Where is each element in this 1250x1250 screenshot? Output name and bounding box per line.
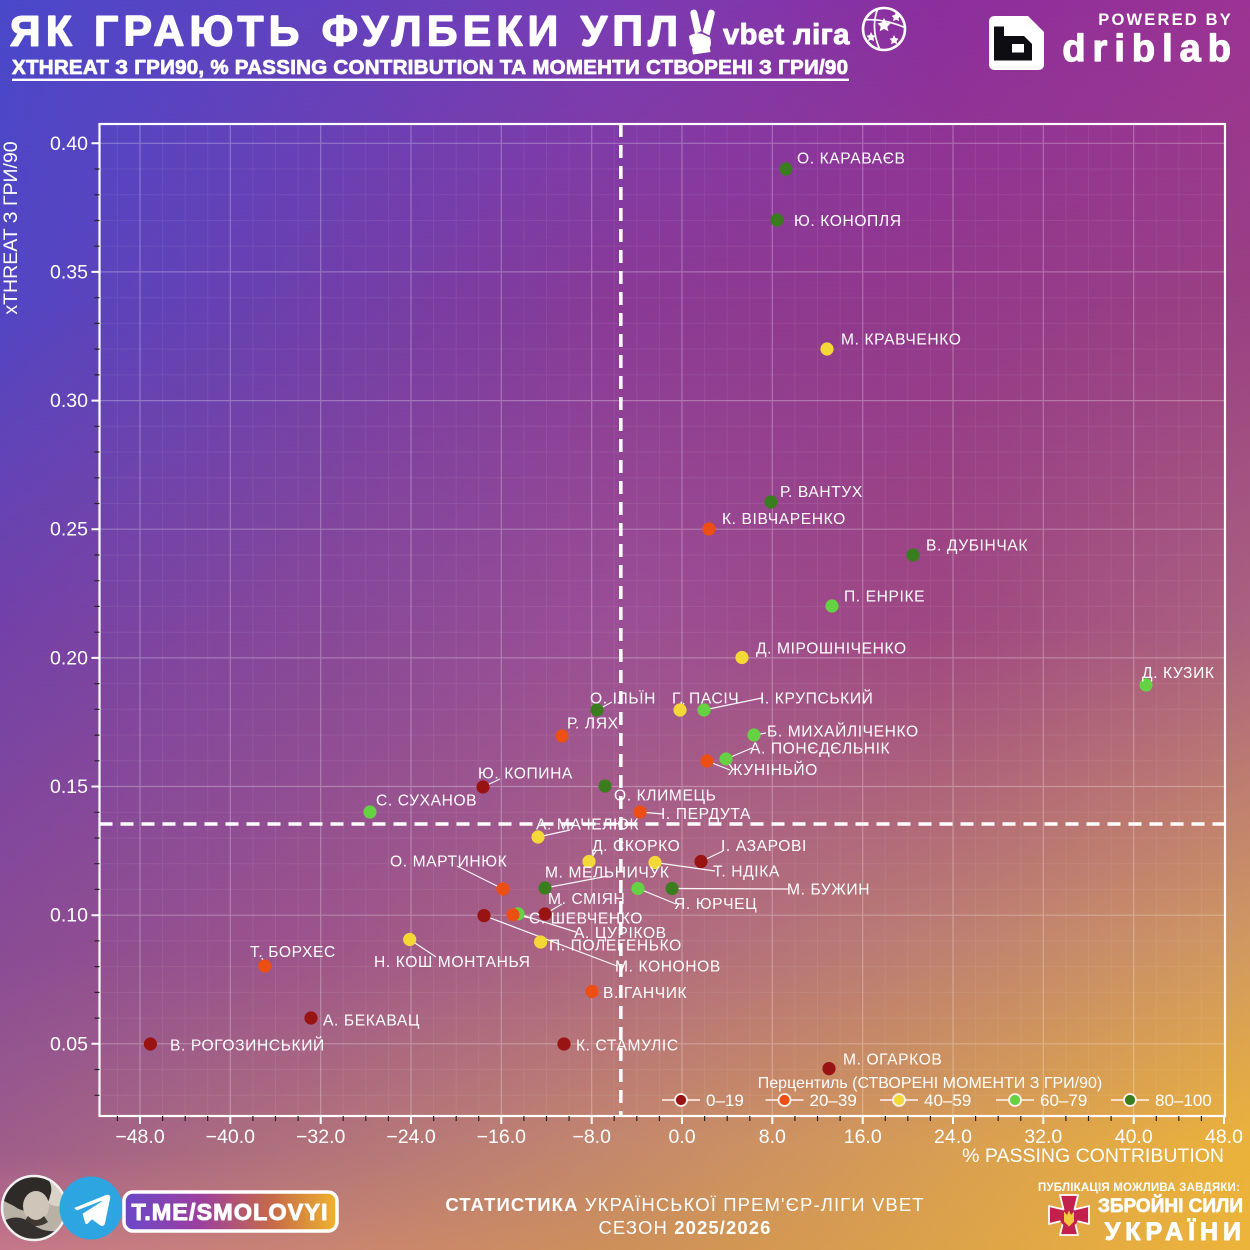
svg-text:О. КАРАВАЄВ: О. КАРАВАЄВ — [797, 150, 906, 167]
svg-text:48.0: 48.0 — [1205, 1126, 1243, 1148]
svg-text:К. ВІВЧАРЕНКО: К. ВІВЧАРЕНКО — [722, 511, 846, 528]
svg-text:POWERED BY: POWERED BY — [1098, 11, 1233, 29]
svg-text:К. СТАМУЛІС: К. СТАМУЛІС — [576, 1037, 679, 1054]
svg-text:А. БЕКАВАЦ: А. БЕКАВАЦ — [323, 1012, 420, 1029]
svg-text:ЗБРОЙНІ СИЛИ: ЗБРОЙНІ СИЛИ — [1098, 1195, 1243, 1217]
svg-text:−8.0: −8.0 — [572, 1126, 611, 1148]
svg-text:І. КРУПСЬКИЙ: І. КРУПСЬКИЙ — [760, 688, 873, 707]
svg-text:О. ІЛЬЇН: О. ІЛЬЇН — [590, 689, 656, 707]
svg-text:УКРАЇНИ: УКРАЇНИ — [1105, 1218, 1246, 1246]
svg-text:24.0: 24.0 — [934, 1126, 972, 1148]
svg-text:А. ПОНЄДЄЛЬНІК: А. ПОНЄДЄЛЬНІК — [750, 740, 890, 757]
svg-text:0.25: 0.25 — [50, 519, 88, 541]
svg-text:В. ДУБІНЧАК: В. ДУБІНЧАК — [926, 537, 1028, 554]
svg-text:М. БУЖИН: М. БУЖИН — [787, 881, 870, 898]
svg-text:СЕЗОН 2025/2026: СЕЗОН 2025/2026 — [598, 1217, 771, 1238]
svg-text:Т. НДІКА: Т. НДІКА — [713, 863, 780, 880]
svg-text:М. КРАВЧЕНКО: М. КРАВЧЕНКО — [841, 331, 962, 348]
svg-text:0.15: 0.15 — [50, 776, 88, 798]
svg-text:driblab: driblab — [1062, 28, 1238, 70]
svg-text:А. ЦУРІКОВ: А. ЦУРІКОВ — [574, 925, 667, 942]
svg-text:СТАТИСТИКА УКРАЇНСЬКОЇ ПРЕМ'ЄР: СТАТИСТИКА УКРАЇНСЬКОЇ ПРЕМ'ЄР-ЛІГИ VBET — [445, 1194, 924, 1215]
svg-text:0.10: 0.10 — [50, 905, 88, 927]
svg-text:І. ПЕРДУТА: І. ПЕРДУТА — [661, 806, 751, 823]
svg-text:8.0: 8.0 — [759, 1126, 786, 1148]
svg-text:0.35: 0.35 — [50, 261, 88, 283]
svg-text:xTHREAT З ГРИ/90: xTHREAT З ГРИ/90 — [0, 141, 22, 314]
svg-text:60–79: 60–79 — [1040, 1091, 1087, 1110]
svg-text:vbet ліга: vbet ліга — [723, 19, 850, 51]
svg-text:Н. КОШ МОНТАНЬЯ: Н. КОШ МОНТАНЬЯ — [374, 954, 530, 971]
svg-text:С. СУХАНОВ: С. СУХАНОВ — [376, 792, 477, 809]
svg-text:40–59: 40–59 — [924, 1091, 971, 1110]
svg-text:М. ОГАРКОВ: М. ОГАРКОВ — [843, 1051, 942, 1068]
svg-text:ПУБЛІКАЦІЯ МОЖЛИВА ЗАВДЯКИ:: ПУБЛІКАЦІЯ МОЖЛИВА ЗАВДЯКИ: — [1038, 1182, 1240, 1194]
svg-text:−48.0: −48.0 — [115, 1126, 164, 1148]
svg-text:16.0: 16.0 — [844, 1126, 882, 1148]
svg-text:0.20: 0.20 — [50, 647, 88, 669]
svg-text:Я. ЮРЧЕЦ: Я. ЮРЧЕЦ — [674, 896, 757, 913]
svg-text:М. МЕЛЬНИЧУК: М. МЕЛЬНИЧУК — [545, 864, 670, 881]
svg-text:Д. МІРОШНІЧЕНКО: Д. МІРОШНІЧЕНКО — [756, 640, 907, 657]
svg-text:−40.0: −40.0 — [206, 1126, 255, 1148]
svg-text:П. ПОЛЕГЕНЬКО: П. ПОЛЕГЕНЬКО — [549, 937, 682, 954]
svg-text:40.0: 40.0 — [1115, 1126, 1153, 1148]
svg-text:32.0: 32.0 — [1024, 1126, 1062, 1148]
svg-text:0–19: 0–19 — [706, 1091, 744, 1110]
svg-text:T.ME/SMOLOVYI: T.ME/SMOLOVYI — [131, 1199, 328, 1225]
svg-text:−24.0: −24.0 — [386, 1126, 435, 1148]
svg-text:ЖУНІНЬЙО: ЖУНІНЬЙО — [728, 760, 818, 779]
svg-text:Р. ЛЯХ: Р. ЛЯХ — [567, 715, 619, 732]
svg-text:Б. МИХАЙЛІЧЕНКО: Б. МИХАЙЛІЧЕНКО — [767, 721, 919, 740]
svg-text:О. МАРТИНЮК: О. МАРТИНЮК — [390, 853, 507, 870]
svg-text:XTHREAT З ГРИ90, % PASSING CON: XTHREAT З ГРИ90, % PASSING CONTRIBUTION … — [12, 56, 848, 79]
svg-text:Р. ВАНТУХ: Р. ВАНТУХ — [780, 484, 863, 501]
svg-text:0.30: 0.30 — [50, 390, 88, 412]
svg-text:80–100: 80–100 — [1155, 1091, 1212, 1110]
svg-text:−16.0: −16.0 — [477, 1126, 526, 1148]
svg-text:І. АЗАРОВІ: І. АЗАРОВІ — [721, 838, 807, 855]
svg-text:0.05: 0.05 — [50, 1033, 88, 1055]
svg-text:М. КОНОНОВ: М. КОНОНОВ — [615, 958, 721, 975]
svg-text:В. РОГОЗИНСЬКИЙ: В. РОГОЗИНСЬКИЙ — [170, 1035, 325, 1054]
svg-text:Т. БОРХЕС: Т. БОРХЕС — [250, 944, 336, 961]
svg-text:Д. КУЗИК: Д. КУЗИК — [1142, 665, 1215, 682]
svg-text:0.40: 0.40 — [50, 133, 88, 155]
svg-text:В. ГАНЧИК: В. ГАНЧИК — [603, 985, 687, 1002]
svg-text:Ю. КОПИНА: Ю. КОПИНА — [478, 765, 573, 782]
svg-text:−32.0: −32.0 — [296, 1126, 345, 1148]
svg-text:Ю. КОНОПЛЯ: Ю. КОНОПЛЯ — [794, 213, 902, 230]
svg-text:О. КЛИМЕЦЬ: О. КЛИМЕЦЬ — [614, 787, 716, 804]
svg-text:Перцентиль (СТВОРЕНІ МОМЕНТИ З: Перцентиль (СТВОРЕНІ МОМЕНТИ З ГРИ/90) — [758, 1075, 1102, 1092]
svg-text:% PASSING CONTRIBUTION: % PASSING CONTRIBUTION — [962, 1145, 1224, 1167]
svg-text:М. СМІЯН: М. СМІЯН — [548, 891, 625, 908]
svg-text:20–39: 20–39 — [810, 1091, 857, 1110]
svg-text:0.0: 0.0 — [668, 1126, 695, 1148]
svg-text:С. ШЕВЧЕНКО: С. ШЕВЧЕНКО — [529, 910, 643, 927]
svg-text:П. ЕНРІКЕ: П. ЕНРІКЕ — [844, 588, 925, 605]
svg-text:А. МАЧЕЛЮК: А. МАЧЕЛЮК — [536, 816, 639, 833]
svg-text:Г. ПАСІЧ: Г. ПАСІЧ — [672, 690, 739, 707]
svg-text:Д. СКОРКО: Д. СКОРКО — [592, 838, 680, 855]
